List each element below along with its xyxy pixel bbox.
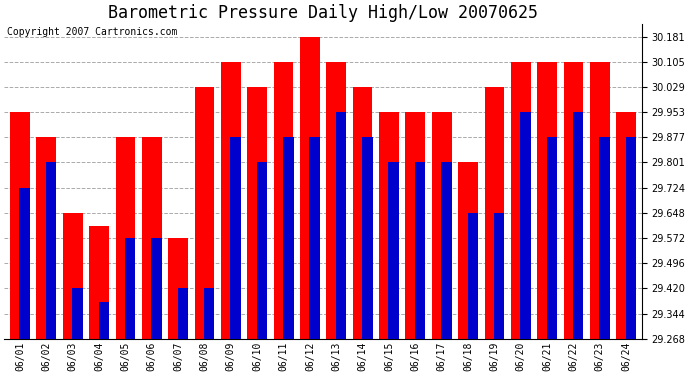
Bar — [115, 137, 135, 339]
Bar — [257, 162, 267, 339]
Bar — [415, 162, 425, 339]
Bar — [590, 62, 610, 339]
Bar — [538, 62, 557, 339]
Bar — [441, 162, 452, 339]
Bar — [511, 62, 531, 339]
Bar — [151, 238, 161, 339]
Bar — [283, 137, 293, 339]
Bar — [195, 87, 215, 339]
Text: Copyright 2007 Cartronics.com: Copyright 2007 Cartronics.com — [8, 27, 178, 37]
Bar — [326, 62, 346, 339]
Bar — [142, 137, 161, 339]
Bar — [362, 137, 373, 339]
Bar — [494, 213, 504, 339]
Bar — [274, 62, 293, 339]
Bar — [89, 225, 109, 339]
Bar — [125, 238, 135, 339]
Bar — [221, 62, 241, 339]
Bar — [300, 37, 319, 339]
Bar — [564, 62, 583, 339]
Bar — [168, 238, 188, 339]
Bar — [19, 188, 30, 339]
Bar — [353, 87, 373, 339]
Title: Barometric Pressure Daily High/Low 20070625: Barometric Pressure Daily High/Low 20070… — [108, 4, 538, 22]
Bar — [406, 112, 425, 339]
Bar — [177, 288, 188, 339]
Bar — [573, 112, 584, 339]
Bar — [247, 87, 267, 339]
Bar — [484, 87, 504, 339]
Bar — [626, 137, 636, 339]
Bar — [72, 288, 83, 339]
Bar — [432, 112, 451, 339]
Bar — [379, 112, 399, 339]
Bar — [520, 112, 531, 339]
Bar — [99, 302, 109, 339]
Bar — [600, 137, 610, 339]
Bar — [336, 112, 346, 339]
Bar — [46, 162, 57, 339]
Bar — [63, 213, 83, 339]
Bar — [230, 137, 241, 339]
Bar — [37, 137, 56, 339]
Bar — [204, 288, 215, 339]
Bar — [458, 162, 478, 339]
Bar — [388, 162, 399, 339]
Bar — [309, 137, 320, 339]
Bar — [468, 213, 478, 339]
Bar — [616, 112, 636, 339]
Bar — [546, 137, 557, 339]
Bar — [10, 112, 30, 339]
